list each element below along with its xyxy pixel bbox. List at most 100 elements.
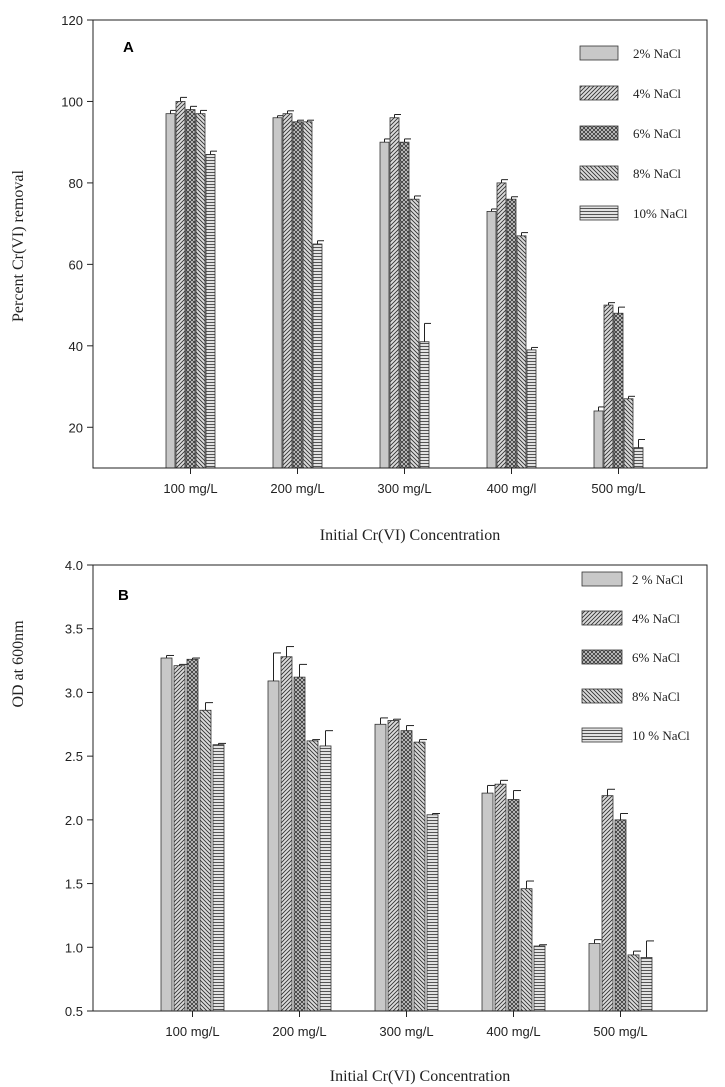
panel-b-legend-swatch [581, 610, 623, 626]
panel-b-x-axis-title: Initial Cr(VI) Concentration [330, 1068, 510, 1085]
panel-b-legend-label: 2 % NaCl [632, 572, 684, 587]
panel-a-bars [165, 96, 645, 469]
panel-b-bar-s0-c2 [374, 723, 387, 1012]
panel-a-bar-s0-c2 [379, 141, 390, 469]
panel-a-bar-s3-c1 [302, 121, 313, 469]
panel-a-legend-swatch [579, 125, 619, 141]
panel-b-y-tick-label: 0.5 [65, 1004, 83, 1019]
panel-b-y-tick-label: 2.0 [65, 813, 83, 828]
panel-a-legend-label: 4% NaCl [633, 86, 681, 101]
panel-b-bar-s2-c1 [293, 676, 306, 1012]
panel-b-bar-s2-c0 [186, 658, 199, 1012]
panel-a-bar-s2-c4 [613, 312, 624, 469]
panel-b-bar-s0-c3 [481, 792, 494, 1012]
panel-a-bar-s0-c1 [272, 117, 283, 469]
panel-a-bar-s0-c0 [165, 113, 176, 469]
panel-b-bar-s3-c4 [627, 954, 640, 1012]
panel-b-bar-s3-c2 [413, 741, 426, 1012]
panel-b-bar-s2-c3 [507, 799, 520, 1012]
panel-a-legend-swatch [579, 85, 619, 101]
panel-a-y-tick-label: 20 [69, 420, 83, 435]
panel-b-y-tick-label: 1.5 [65, 877, 83, 892]
panel-a-axes: 20 40 60 80 100 120 100 mg/L 200 mg/L 300 mg/L 40… [61, 13, 708, 496]
panel-a-bar-s0-c4 [593, 410, 604, 469]
panel-a-legend-swatch [579, 205, 619, 221]
panel-a-bar-s1-c3 [496, 182, 507, 469]
panel-a-bar-s3-c0 [195, 113, 206, 469]
panel-b-x-tick-label: 500 mg/L [593, 1024, 647, 1039]
panel-a-bar-s2-c0 [185, 109, 196, 469]
panel-a-bar-s2-c3 [506, 198, 517, 469]
panel-a-x-axis-title: Initial Cr(VI) Concentration [320, 527, 500, 544]
panel-a-y-tick-label: 40 [69, 339, 83, 354]
panel-b-legend-swatch [581, 688, 623, 704]
panel-b-x-tick-label: 100 mg/L [165, 1024, 219, 1039]
panel-b-bar-s2-c2 [400, 730, 413, 1012]
panel-b-x-tick-label: 200 mg/L [272, 1024, 326, 1039]
panel-b-bar-s1-c2 [387, 720, 400, 1012]
panel-a-x-tick-label: 200 mg/L [270, 481, 324, 496]
panel-a-bar-s0-c3 [486, 211, 497, 469]
panel-b-bar-s1-c3 [494, 783, 507, 1012]
panel-b-bar-s4-c2 [426, 814, 439, 1012]
panel-b-x-tick-label: 300 mg/L [379, 1024, 433, 1039]
panel-b-bar-s1-c0 [173, 665, 186, 1012]
panel-a-bar-s4-c0 [205, 153, 216, 469]
panel-a-bar-s1-c0 [175, 101, 186, 469]
panel-a-bar-s4-c4 [633, 447, 644, 469]
panel-b-bars [160, 646, 654, 1012]
panel-b-legend-label: 6% NaCl [632, 650, 680, 665]
panel-a-legend-swatch [579, 165, 619, 181]
panel-a-y-tick-label: 100 [61, 94, 83, 109]
panel-a-bar-s1-c4 [603, 304, 614, 469]
panel-b-bar-s2-c4 [614, 819, 627, 1012]
panel-a-x-tick-label: 500 mg/L [591, 481, 645, 496]
panel-b-y-tick-label: 3.5 [65, 622, 83, 637]
panel-b-legend: 2 % NaCl 4% NaCl 6% NaCl 8% NaCl 10 % NaCl [581, 571, 690, 743]
panel-b-bar-s0-c4 [588, 943, 601, 1012]
panel-b-bar-s4-c3 [533, 945, 546, 1012]
panel-b-y-tick-label: 3.0 [65, 685, 83, 700]
panel-a-x-tick-label: 400 mg/l [487, 481, 537, 496]
panel-a-bar-s3-c3 [516, 235, 527, 469]
panel-a-y-tick-label: 120 [61, 13, 83, 28]
panel-a-bar-s2-c2 [399, 141, 410, 469]
panel-b-y-axis-title: OD at 600nm [10, 620, 27, 708]
panel-a-legend-label: 2% NaCl [633, 46, 681, 61]
panel-a-bar-s4-c2 [419, 341, 430, 469]
panel-a-bar-s3-c2 [409, 198, 420, 469]
panel-a-y-tick-label: 80 [69, 176, 83, 191]
panel-a-bar-s1-c2 [389, 117, 400, 469]
panel-b-y-tick-label: 2.5 [65, 749, 83, 764]
panel-a-legend: 2% NaCl 4% NaCl 6% NaCl 8% NaCl 10% NaCl [579, 45, 688, 221]
panel-b-bar-s4-c1 [319, 745, 332, 1012]
panel-b-legend-swatch [581, 727, 623, 743]
panel-a-bar-s3-c4 [623, 398, 634, 469]
panel-b: 0.5 1.0 1.5 2.0 2.5 3.0 3.5 4.0 100 mg/L 200 mg/L… [10, 558, 708, 1085]
panel-b-legend-swatch [581, 649, 623, 665]
panel-b-legend-label: 10 % NaCl [632, 728, 690, 743]
panel-b-y-tick-label: 1.0 [65, 940, 83, 955]
panel-b-bar-s4-c0 [212, 744, 225, 1012]
panel-b-bar-s3-c0 [199, 709, 212, 1012]
panel-a-bar-s4-c3 [526, 349, 537, 469]
panel-a-legend-label: 10% NaCl [633, 206, 688, 221]
panel-b-bar-s0-c0 [160, 657, 173, 1012]
panel-b-bar-s0-c1 [267, 680, 280, 1012]
panel-b-legend-swatch [581, 571, 623, 587]
panel-b-bar-s1-c4 [601, 795, 614, 1012]
panel-b-bar-s3-c3 [520, 888, 533, 1012]
panel-a-x-tick-label: 300 mg/L [377, 481, 431, 496]
panel-a-x-tick-label: 100 mg/L [163, 481, 217, 496]
panel-a-bar-s4-c1 [312, 243, 323, 469]
panel-a-y-axis-title: Percent Cr(VI) removal [10, 169, 27, 321]
panel-a-bar-s1-c1 [282, 113, 293, 469]
panel-b-y-tick-label: 4.0 [65, 558, 83, 573]
panel-a-plot-frame [92, 19, 708, 469]
panel-b-bar-s4-c4 [640, 957, 653, 1012]
panel-a-legend-label: 8% NaCl [633, 166, 681, 181]
panel-a: 20 40 60 80 100 120 100 mg/L 200 mg/L 300 mg/L 40… [10, 13, 708, 544]
panel-a-y-tick-label: 60 [69, 257, 83, 272]
panel-b-legend-label: 4% NaCl [632, 611, 680, 626]
